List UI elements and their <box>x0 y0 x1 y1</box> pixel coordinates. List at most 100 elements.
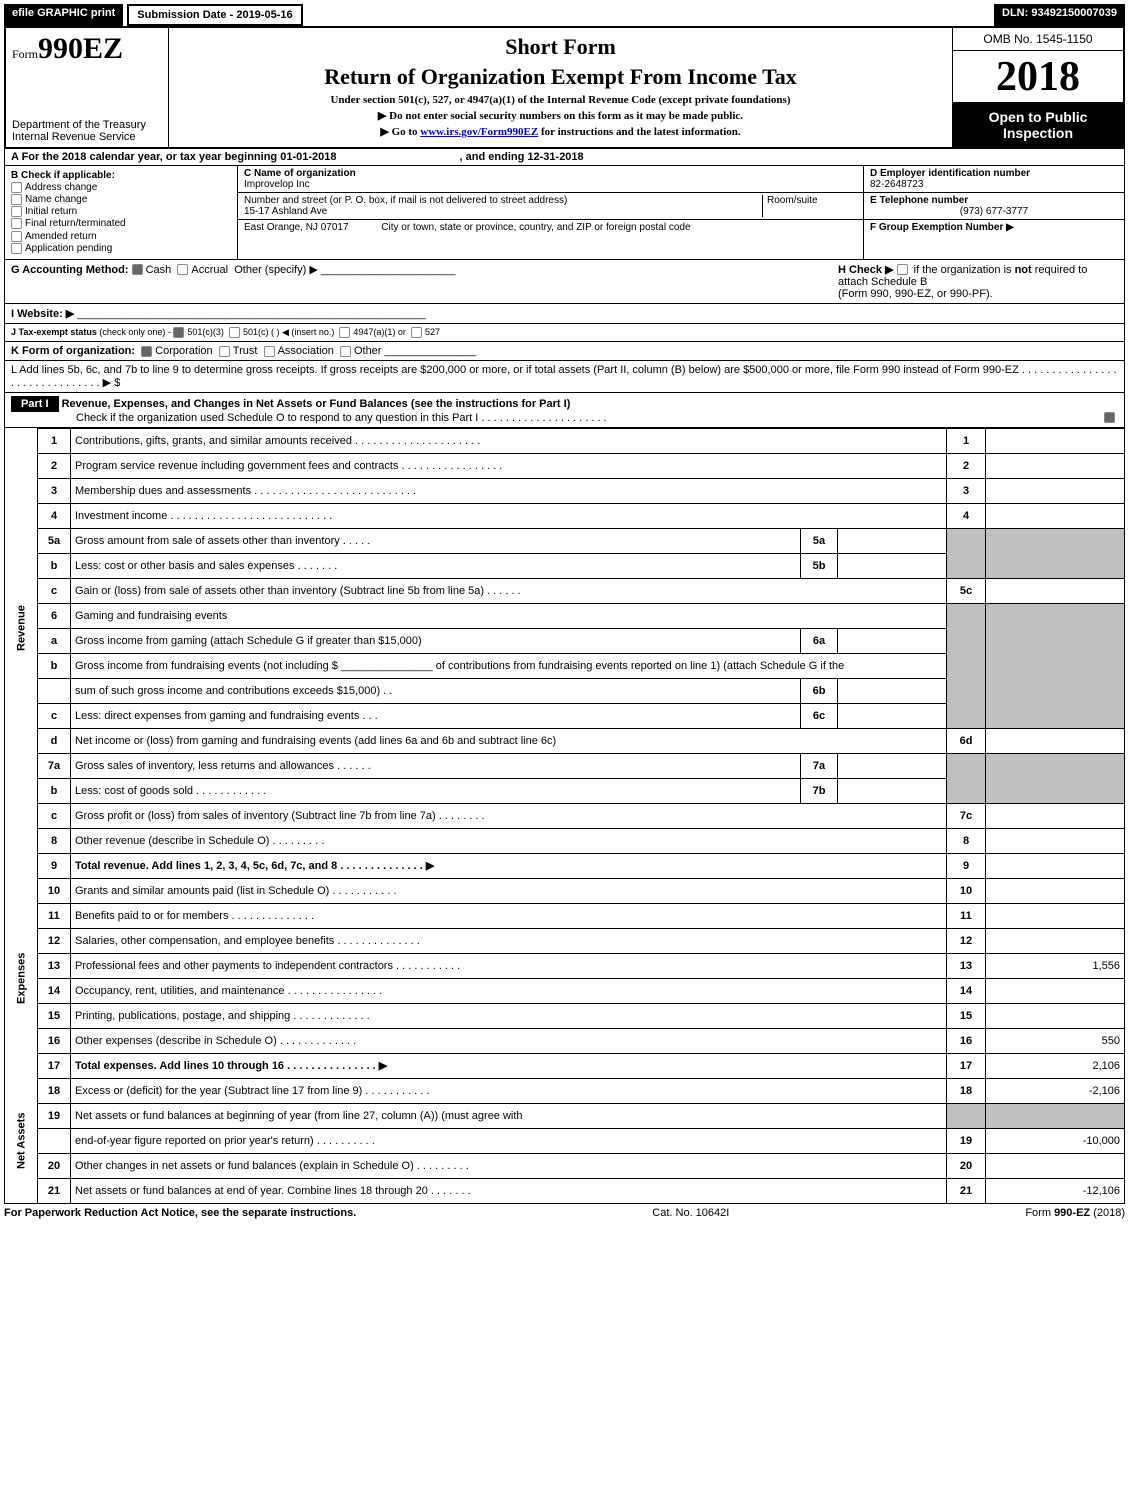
check-trust[interactable] <box>219 346 230 357</box>
dept-treasury: Department of the Treasury Internal Reve… <box>12 119 162 143</box>
B-label: B Check if applicable: <box>11 170 115 181</box>
check-other-org[interactable] <box>340 346 351 357</box>
form-number-value: 990EZ <box>38 32 123 65</box>
open-public-1: Open to Public <box>957 109 1119 125</box>
dln-value: 93492150007039 <box>1031 7 1117 19</box>
L-text: L Add lines 5b, 6c, and 7b to line 9 to … <box>11 364 1117 389</box>
line-G-H: G Accounting Method: Cash Accrual Other … <box>4 260 1125 304</box>
ein-value: 82-2648723 <box>870 179 923 190</box>
row-21: 21Net assets or fund balances at end of … <box>5 1178 1125 1203</box>
short-form-label: Short Form <box>179 34 942 60</box>
form-number: Form990EZ <box>12 32 162 66</box>
line-K: K Form of organization: Corporation Trus… <box>4 342 1125 361</box>
header-left-col: Form990EZ Department of the Treasury Int… <box>6 28 169 147</box>
row-5c: cGain or (loss) from sale of assets othe… <box>5 578 1125 603</box>
rowA-end: 12-31-2018 <box>527 151 583 163</box>
c-city: East Orange, NJ 07017 City or town, stat… <box>238 219 863 235</box>
dln-prefix: DLN: <box>1002 7 1031 19</box>
F-label: F Group Exemption Number ▶ <box>870 222 1014 233</box>
submission-date-box: Submission Date - 2019-05-16 <box>127 4 302 26</box>
accrual-label: Accrual <box>191 264 228 276</box>
submission-date-value: 2019-05-16 <box>236 9 292 21</box>
row-12: 12Salaries, other compensation, and empl… <box>5 928 1125 953</box>
dept-line1: Department of the Treasury <box>12 119 162 131</box>
I-label: I Website: ▶ <box>11 308 74 320</box>
footer-mid: Cat. No. 10642I <box>652 1207 729 1219</box>
row-1: Revenue 1 Contributions, gifts, grants, … <box>5 428 1125 453</box>
c-org-name: C Name of organization Improvelop Inc <box>238 166 863 192</box>
submission-date-prefix: Submission Date - <box>137 9 236 21</box>
check-initial-return[interactable]: Initial return <box>11 206 231 217</box>
org-name-value: Improvelop Inc <box>244 179 310 190</box>
part-I-header: Part I Revenue, Expenses, and Changes in… <box>5 393 1124 427</box>
efile-print-button[interactable]: efile GRAPHIC print <box>4 4 123 26</box>
footer-left: For Paperwork Reduction Act Notice, see … <box>4 1207 356 1219</box>
check-address-change[interactable]: Address change <box>11 182 231 193</box>
row-11: 11Benefits paid to or for members . . . … <box>5 903 1125 928</box>
omb-number: OMB No. 1545-1150 <box>953 28 1123 51</box>
check-cash[interactable] <box>132 264 143 275</box>
F-group-exemption: F Group Exemption Number ▶ <box>864 219 1124 259</box>
header-title-col: Short Form Return of Organization Exempt… <box>169 28 953 147</box>
row-5a: 5aGross amount from sale of assets other… <box>5 528 1125 553</box>
other-specify: Other (specify) ▶ <box>234 264 318 276</box>
check-501c3[interactable] <box>173 327 184 338</box>
check-assoc[interactable] <box>264 346 275 357</box>
block-BCD: B Check if applicable: Address change Na… <box>4 166 1125 260</box>
check-final-return[interactable]: Final return/terminated <box>11 218 231 229</box>
line-I: I Website: ▶ ___________________________… <box>4 304 1125 324</box>
rowA-prefix: A For the 2018 calendar year, or tax yea… <box>11 151 280 163</box>
row-10: Expenses 10Grants and similar amounts pa… <box>5 878 1125 903</box>
dept-line2: Internal Revenue Service <box>12 131 162 143</box>
open-to-public: Open to Public Inspection <box>953 103 1123 147</box>
row-20: 20Other changes in net assets or fund ba… <box>5 1153 1125 1178</box>
check-501c[interactable] <box>229 327 240 338</box>
main-title: Return of Organization Exempt From Incom… <box>179 64 942 90</box>
irs-link[interactable]: www.irs.gov/Form990EZ <box>420 126 538 138</box>
tax-year: 2018 <box>953 51 1123 103</box>
main-table: Revenue 1 Contributions, gifts, grants, … <box>4 428 1125 1204</box>
phone-value: (973) 677-3777 <box>870 206 1118 217</box>
header-note1: ▶ Do not enter social security numbers o… <box>179 109 942 122</box>
check-accrual[interactable] <box>177 264 188 275</box>
sidelabel-expenses: Expenses <box>5 878 38 1078</box>
row-14: 14Occupancy, rent, utilities, and mainte… <box>5 978 1125 1003</box>
rowA-mid: , and ending <box>460 151 528 163</box>
form-header: Form990EZ Department of the Treasury Int… <box>4 26 1125 149</box>
section-B: B Check if applicable: Address change Na… <box>5 166 238 259</box>
check-application-pending[interactable]: Application pending <box>11 243 231 254</box>
row-13: 13Professional fees and other payments t… <box>5 953 1125 978</box>
check-H[interactable] <box>897 264 908 275</box>
line-H: H Check ▶ if the organization is not req… <box>838 263 1118 300</box>
row-19b: end-of-year figure reported on prior yea… <box>5 1128 1125 1153</box>
dln-box: DLN: 93492150007039 <box>994 4 1125 26</box>
J-label: J Tax-exempt status <box>11 327 97 337</box>
check-527[interactable] <box>411 327 422 338</box>
header-note2: ▶ Go to www.irs.gov/Form990EZ for instru… <box>179 125 942 138</box>
sidelabel-netassets: Net Assets <box>5 1078 38 1203</box>
city-label: City or town, state or province, country… <box>381 222 690 233</box>
part-I-title: Revenue, Expenses, and Changes in Net As… <box>62 398 571 410</box>
H-text3: (Form 990, 990-EZ, or 990-PF). <box>838 288 993 300</box>
row-16: 16Other expenses (describe in Schedule O… <box>5 1028 1125 1053</box>
part-I-header-row: Part I Revenue, Expenses, and Changes in… <box>4 393 1125 428</box>
sidelabel-revenue: Revenue <box>5 428 38 828</box>
check-amended-return[interactable]: Amended return <box>11 231 231 242</box>
rowA-begin: 01-01-2018 <box>280 151 336 163</box>
top-bar: efile GRAPHIC print Submission Date - 20… <box>4 4 1125 26</box>
check-name-change[interactable]: Name change <box>11 194 231 205</box>
row-3: 3Membership dues and assessments . . . .… <box>5 478 1125 503</box>
part-I-subtitle: Check if the organization used Schedule … <box>11 412 607 424</box>
check-4947[interactable] <box>339 327 350 338</box>
H-not: not <box>1015 264 1032 276</box>
check-schedule-O[interactable] <box>1104 412 1115 423</box>
row-15: 15Printing, publications, postage, and s… <box>5 1003 1125 1028</box>
row-7c: cGross profit or (loss) from sales of in… <box>5 803 1125 828</box>
check-corp[interactable] <box>141 346 152 357</box>
city-value: East Orange, NJ 07017 <box>244 222 349 233</box>
line-G: G Accounting Method: Cash Accrual Other … <box>11 263 456 300</box>
part-I-badge: Part I <box>11 396 59 412</box>
G-label: G Accounting Method: <box>11 264 129 276</box>
E-phone: E Telephone number (973) 677-3777 <box>864 192 1124 219</box>
H-text1: if the organization is <box>914 264 1015 276</box>
